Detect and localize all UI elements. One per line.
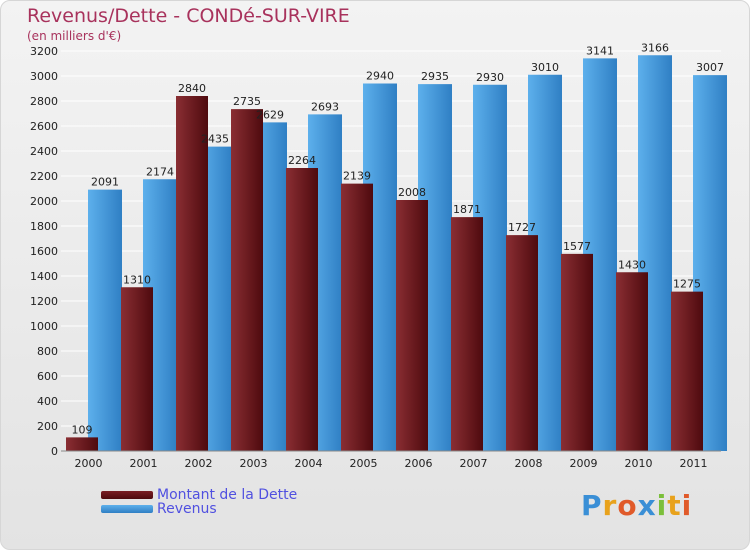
dette-value-label: 109: [72, 423, 93, 436]
revenus-value-label: 2940: [366, 70, 394, 83]
chart-title: Revenus/Dette - CONDé-SUR-VIRE: [27, 5, 350, 27]
y-tick-label: 1800: [30, 220, 58, 233]
dette-value-label: 1871: [453, 203, 481, 216]
logo-letter: r: [602, 489, 618, 522]
revenus-value-label: 2174: [146, 165, 174, 178]
y-tick-label: 2000: [30, 195, 58, 208]
dette-bar: [176, 96, 208, 451]
dette-value-label: 2264: [288, 154, 316, 167]
dette-bar: [66, 437, 98, 451]
logo-letter: P: [581, 489, 603, 522]
y-tick-label: 200: [37, 420, 58, 433]
logo-letter: i: [681, 489, 693, 522]
dette-bar: [616, 272, 648, 451]
dette-value-label: 1430: [618, 258, 646, 271]
y-tick-label: 2800: [30, 95, 58, 108]
revenus-value-label: 2930: [476, 71, 504, 84]
dette-value-label: 2735: [233, 95, 261, 108]
y-tick-label: 600: [37, 370, 58, 383]
dette-value-label: 1275: [673, 278, 701, 291]
revenus-value-label: 2435: [201, 133, 229, 146]
y-tick-label: 1400: [30, 270, 58, 283]
logo-letter: x: [637, 489, 657, 522]
revenus-value-label: 2693: [311, 100, 339, 113]
dette-bar: [506, 235, 538, 451]
dette-bar: [121, 287, 153, 451]
dette-bar: [561, 253, 593, 451]
y-tick-label: 2200: [30, 170, 58, 183]
dette-bar: [231, 109, 263, 451]
revenus-value-label: 3166: [641, 41, 669, 54]
y-tick-label: 400: [37, 395, 58, 408]
proxiti-logo: Proxiti: [581, 489, 692, 522]
dette-bar: [671, 291, 703, 451]
y-tick-label: 1000: [30, 320, 58, 333]
x-tick-label: 2009: [570, 457, 598, 470]
legend-item-revenus: Revenus: [101, 501, 217, 517]
dette-value-label: 1577: [563, 240, 591, 253]
legend-swatch-dette: [101, 491, 153, 499]
y-tick-label: 3200: [30, 45, 58, 58]
dette-value-label: 1310: [123, 273, 151, 286]
x-tick-label: 2005: [350, 457, 378, 470]
revenus-value-label: 3010: [531, 61, 559, 74]
legend-label-dette: Montant de la Dette: [157, 487, 298, 503]
chart-subtitle: (en milliers d'€): [27, 29, 122, 43]
revenus-value-label: 3141: [586, 44, 614, 57]
legend-swatch-revenus: [101, 505, 153, 513]
dette-bar: [286, 168, 318, 451]
y-tick-label: 2400: [30, 145, 58, 158]
x-tick-label: 2003: [240, 457, 268, 470]
x-tick-label: 2006: [405, 457, 433, 470]
y-tick-label: 1200: [30, 295, 58, 308]
legend-label-revenus: Revenus: [157, 501, 217, 517]
x-tick-label: 2010: [625, 457, 653, 470]
y-tick-label: 800: [37, 345, 58, 358]
revenus-bar: [88, 189, 122, 451]
y-tick-label: 3000: [30, 70, 58, 83]
legend-item-dette: Montant de la Dette: [101, 487, 297, 503]
logo-letter: i: [656, 489, 668, 522]
dette-value-label: 2139: [343, 170, 371, 183]
revenus-value-label: 2935: [421, 70, 449, 83]
dette-value-label: 2008: [398, 186, 426, 199]
dette-bar: [451, 217, 483, 451]
x-tick-label: 2011: [680, 457, 708, 470]
y-tick-label: 1600: [30, 245, 58, 258]
logo-letter: t: [667, 489, 682, 522]
x-tick-label: 2007: [460, 457, 488, 470]
x-tick-label: 2001: [130, 457, 158, 470]
dette-value-label: 1727: [508, 221, 536, 234]
x-tick-label: 2000: [75, 457, 103, 470]
y-tick-label: 0: [51, 445, 58, 458]
logo-letter: o: [617, 489, 638, 522]
revenus-value-label: 2091: [91, 176, 119, 189]
revenus-value-label: 2629: [256, 108, 284, 121]
x-tick-label: 2002: [185, 457, 213, 470]
dette-bar: [396, 200, 428, 451]
y-tick-label: 2600: [30, 120, 58, 133]
x-tick-label: 2008: [515, 457, 543, 470]
revenus-value-label: 3007: [696, 61, 724, 74]
dette-bar: [341, 183, 373, 451]
dette-value-label: 2840: [178, 82, 206, 95]
x-tick-label: 2004: [295, 457, 323, 470]
